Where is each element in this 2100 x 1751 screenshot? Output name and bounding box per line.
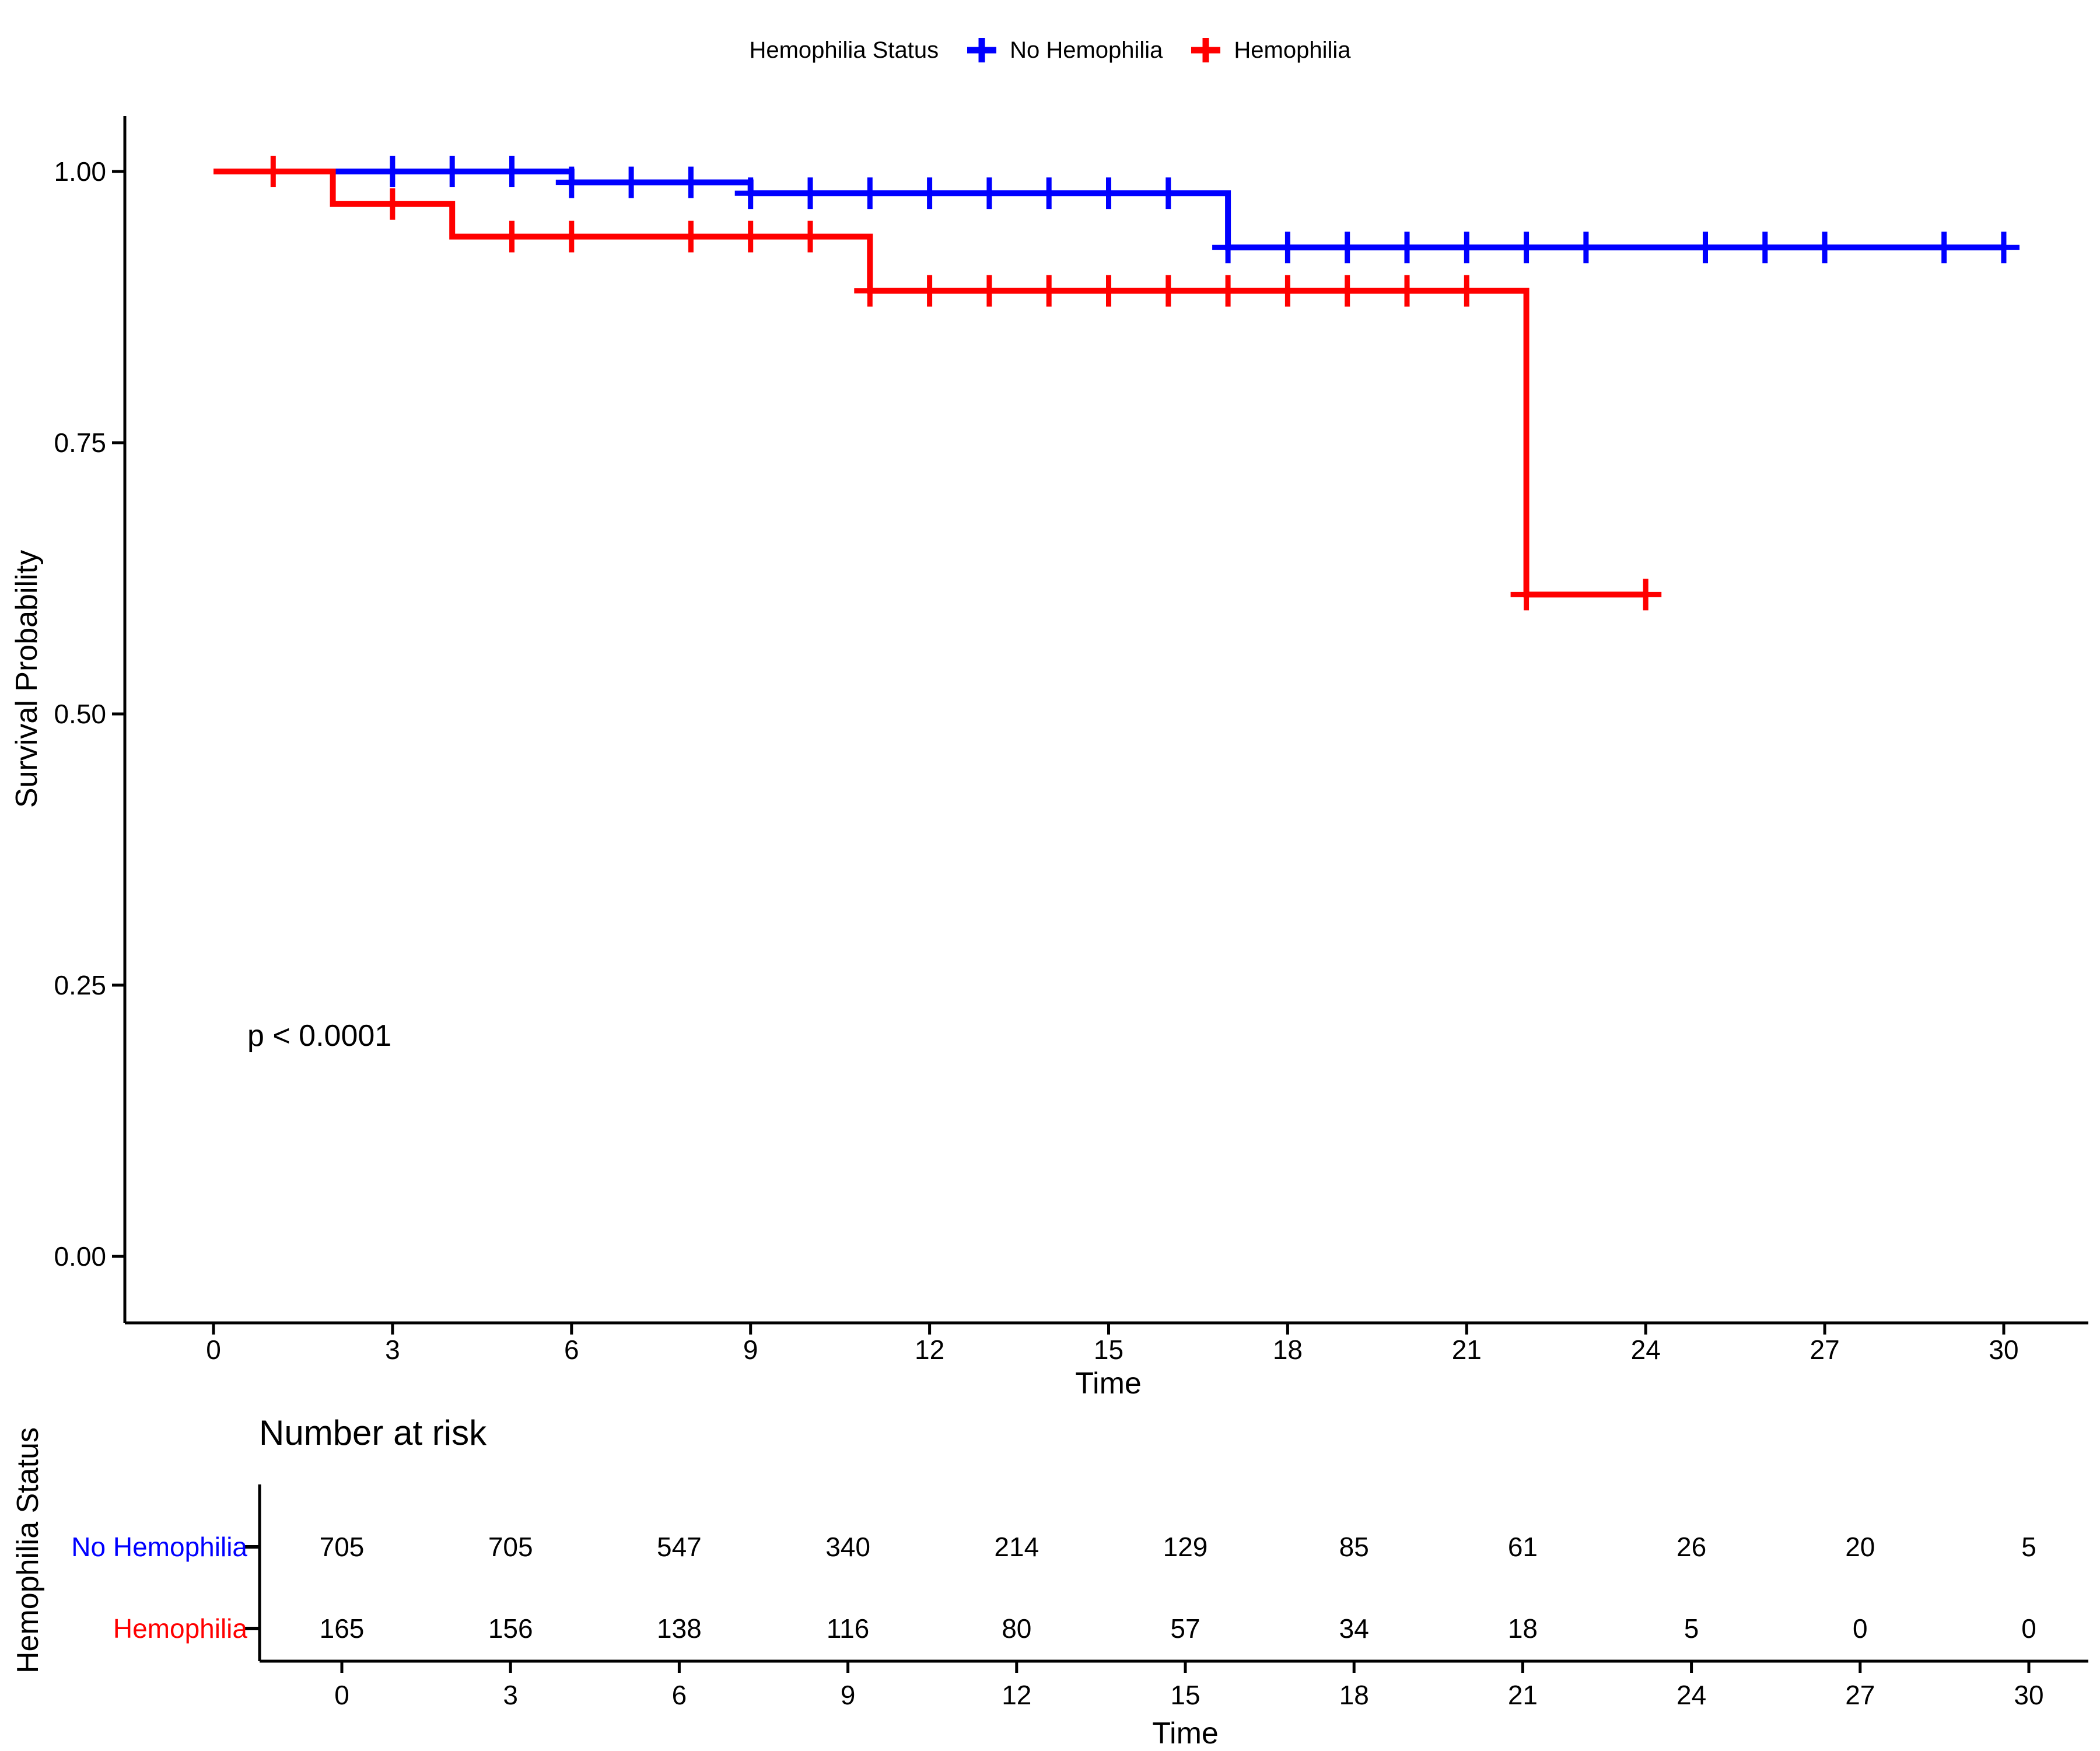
risk-count: 0	[1853, 1613, 1868, 1644]
legend-label-hemophilia: Hemophilia	[1234, 37, 1351, 63]
risk-x-tick-label: 0	[334, 1680, 349, 1710]
risk-x-tick-label: 6	[672, 1680, 687, 1710]
risk-count: 34	[1339, 1613, 1369, 1644]
km-curve-hemophilia	[214, 169, 1646, 598]
y-tick-label: 0.50	[54, 699, 106, 729]
risk-row-label-hemophilia: Hemophilia	[113, 1613, 247, 1644]
x-tick-label: 3	[385, 1335, 400, 1365]
risk-count: 61	[1508, 1532, 1538, 1562]
x-tick-label: 15	[1094, 1335, 1124, 1365]
pvalue-annotation: p < 0.0001	[247, 1019, 392, 1053]
y-axis-title: Survival Probability	[10, 549, 44, 808]
risk-count: 18	[1508, 1613, 1538, 1644]
y-tick-label: 1.00	[54, 156, 106, 187]
risk-count: 705	[320, 1532, 365, 1562]
risk-count: 85	[1339, 1532, 1369, 1562]
risk-count: 20	[1845, 1532, 1875, 1562]
y-tick-label: 0.75	[54, 428, 106, 458]
risk-x-tick-label: 18	[1339, 1680, 1369, 1710]
x-axis-title: Time	[1075, 1367, 1142, 1400]
risk-count: 165	[320, 1613, 365, 1644]
risk-count: 129	[1163, 1532, 1208, 1562]
x-tick-label: 0	[206, 1335, 221, 1365]
legend-entry-hemophilia: Hemophilia	[1189, 34, 1351, 66]
x-tick-label: 9	[743, 1335, 758, 1365]
risk-table-x-axis-title: Time	[1152, 1717, 1219, 1750]
risk-x-tick-label: 3	[503, 1680, 518, 1710]
y-tick-label: 0.25	[54, 970, 106, 1000]
x-tick-label: 30	[1989, 1335, 2018, 1365]
risk-count: 340	[825, 1532, 870, 1562]
risk-table-title: Number at risk	[259, 1413, 487, 1452]
risk-count: 5	[2021, 1532, 2036, 1562]
risk-count: 0	[2021, 1613, 2036, 1644]
legend-title: Hemophilia Status	[749, 37, 939, 63]
risk-x-tick-label: 15	[1170, 1680, 1200, 1710]
plus-censor-icon	[1191, 38, 1221, 62]
risk-count: 214	[994, 1532, 1039, 1562]
risk-count: 80	[1002, 1613, 1031, 1644]
risk-count: 547	[657, 1532, 702, 1562]
y-tick-label: 0.00	[54, 1241, 106, 1272]
risk-count: 5	[1684, 1613, 1699, 1644]
legend-label-no-hemophilia: No Hemophilia	[1010, 37, 1163, 63]
risk-x-tick-label: 21	[1508, 1680, 1538, 1710]
legend: Hemophilia Status No Hemophilia Hemophil…	[0, 34, 2100, 66]
risk-count: 156	[488, 1613, 533, 1644]
risk-count: 705	[488, 1532, 533, 1562]
risk-x-tick-label: 30	[2014, 1680, 2043, 1710]
x-tick-label: 18	[1273, 1335, 1303, 1365]
x-tick-label: 24	[1631, 1335, 1661, 1365]
risk-x-tick-label: 24	[1676, 1680, 1706, 1710]
legend-entry-no-hemophilia: No Hemophilia	[965, 34, 1163, 66]
x-tick-label: 27	[1810, 1335, 1840, 1365]
risk-x-tick-label: 9	[841, 1680, 856, 1710]
risk-count: 138	[657, 1613, 702, 1644]
risk-count: 26	[1676, 1532, 1706, 1562]
x-tick-label: 6	[564, 1335, 579, 1365]
x-tick-label: 21	[1452, 1335, 1482, 1365]
risk-row-label-no-hemophilia: No Hemophilia	[71, 1532, 247, 1562]
risk-count: 57	[1170, 1613, 1200, 1644]
risk-count: 116	[827, 1613, 869, 1644]
risk-x-tick-label: 27	[1845, 1680, 1875, 1710]
risk-x-tick-label: 12	[1002, 1680, 1031, 1710]
x-tick-label: 12	[915, 1335, 944, 1365]
plus-censor-icon	[967, 38, 997, 62]
